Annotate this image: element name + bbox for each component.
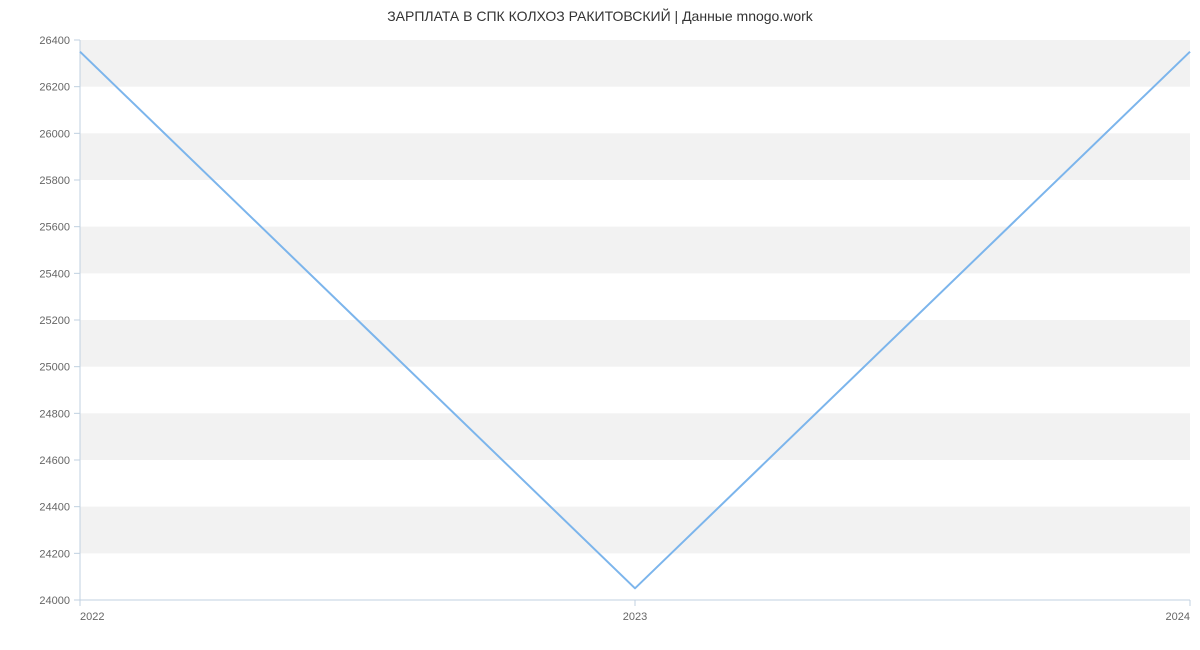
y-tick-label: 25400 <box>39 268 70 280</box>
y-tick-label: 24600 <box>39 455 70 467</box>
y-tick-label: 26000 <box>39 128 70 140</box>
y-tick-label: 25600 <box>39 222 70 234</box>
chart-title: ЗАРПЛАТА В СПК КОЛХОЗ РАКИТОВСКИЙ | Данн… <box>0 8 1200 24</box>
salary-line-chart: ЗАРПЛАТА В СПК КОЛХОЗ РАКИТОВСКИЙ | Данн… <box>0 0 1200 650</box>
y-tick-label: 25200 <box>39 315 70 327</box>
x-tick-label: 2023 <box>623 611 647 623</box>
y-tick-label: 24400 <box>39 502 70 514</box>
chart-svg: 24000 24200 24400 24600 24800 25000 25200 25400… <box>0 0 1200 650</box>
y-tick-label: 25000 <box>39 362 70 374</box>
y-tick-label: 25800 <box>39 175 70 187</box>
x-tick-label: 2024 <box>1166 611 1190 623</box>
y-tick-label: 24800 <box>39 408 70 420</box>
y-tick-label: 24200 <box>39 548 70 560</box>
y-tick-label: 24000 <box>39 595 70 607</box>
y-tick-label: 26200 <box>39 82 70 94</box>
y-tick-label: 26400 <box>39 35 70 47</box>
x-tick-label: 2022 <box>80 611 104 623</box>
